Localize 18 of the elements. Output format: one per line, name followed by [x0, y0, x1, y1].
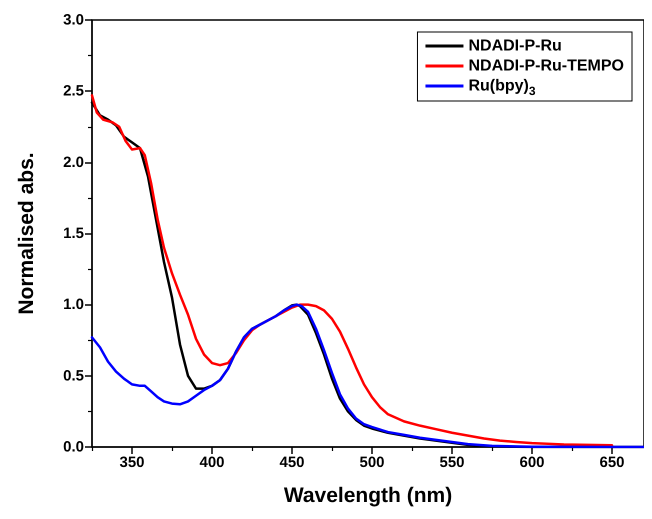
legend-label: NDADI-P-Ru-TEMPO: [468, 58, 624, 74]
y-tick-label: 1.0: [63, 296, 84, 314]
x-tick-label: 600: [519, 454, 545, 471]
x-tick-label: 500: [359, 454, 385, 471]
y-tick-label: 3.0: [63, 12, 84, 28]
x-tick-label: 450: [279, 454, 305, 471]
x-tick-label: 350: [119, 454, 145, 471]
y-tick-label: 0.0: [63, 438, 84, 456]
y-tick-label: 2.5: [63, 82, 84, 100]
y-tick-label: 1.5: [63, 225, 84, 242]
y-axis-title: Normalised abs.: [15, 152, 38, 315]
x-axis-title: Wavelength (nm): [284, 484, 452, 507]
x-tick-label: 650: [599, 454, 625, 471]
x-tick-label: 400: [199, 454, 225, 471]
y-tick-label: 0.5: [63, 367, 84, 384]
legend-label: NDADI-P-Ru: [468, 38, 562, 54]
y-tick-label: 2.0: [63, 154, 84, 171]
x-tick-label: 550: [439, 454, 465, 471]
